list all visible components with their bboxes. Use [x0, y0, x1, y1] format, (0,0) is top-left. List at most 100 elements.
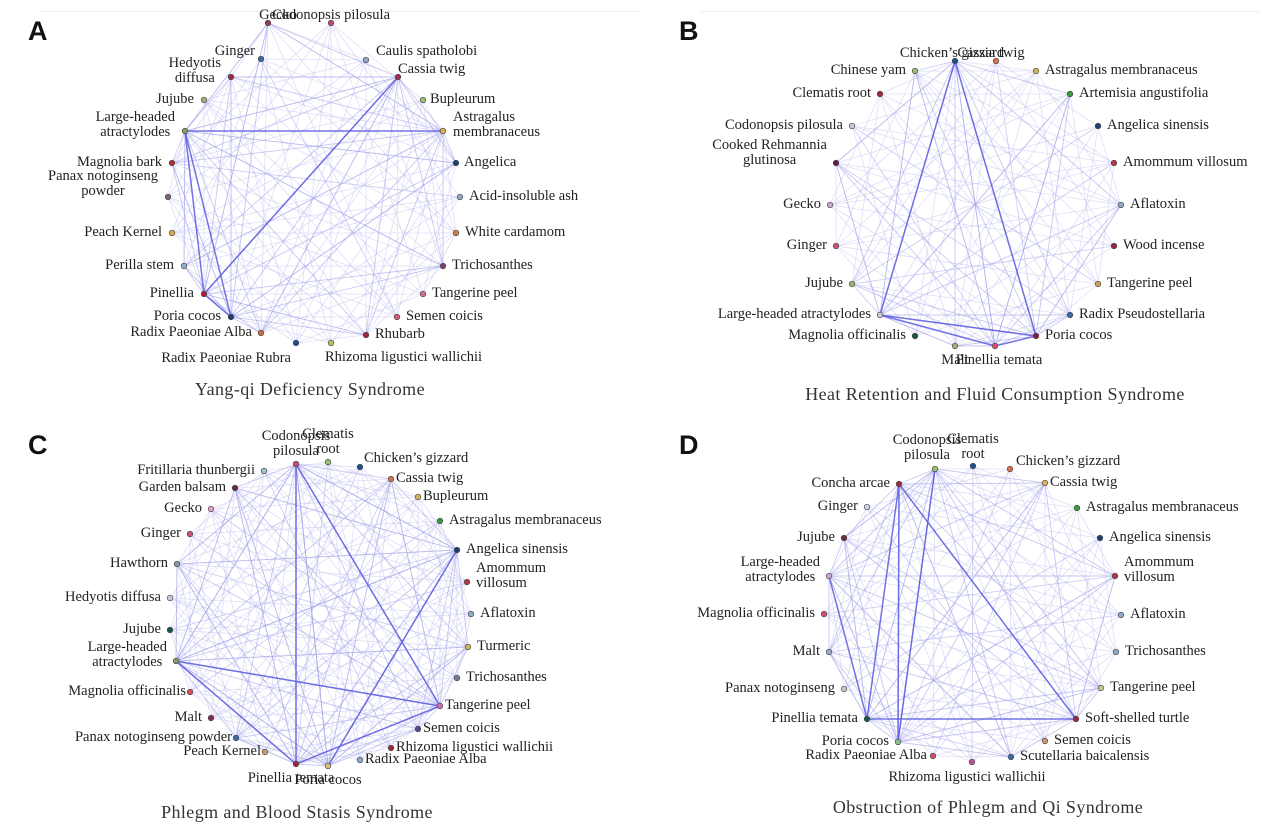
edge [260, 196, 461, 334]
edge [167, 196, 205, 295]
strong-edge [175, 660, 441, 707]
edge [439, 549, 458, 707]
node-label-astragalus-membranaceus: Astragalus membranaceus [453, 109, 540, 140]
edge [189, 691, 266, 753]
edge [866, 651, 1117, 720]
node-astragalus-membranaceus [436, 517, 444, 525]
edge [263, 470, 468, 583]
node-label-amommum-villosum: Amommum villosum [1124, 554, 1195, 585]
node-perilla-stem [180, 262, 188, 270]
edge [914, 70, 1037, 337]
edge [189, 533, 441, 707]
edge [914, 60, 956, 72]
edge [390, 478, 472, 615]
edge [175, 463, 297, 662]
edge [932, 482, 1046, 757]
edge [169, 629, 469, 648]
node-label-jujube: Jujube [156, 91, 194, 107]
edge [456, 613, 472, 679]
node-label-codonopsis-pilosula: Codonopsis pilosula [261, 428, 331, 459]
node-label-angelica: Angelica [464, 154, 517, 170]
node-codonopsis-pilosula [292, 460, 300, 468]
edge [828, 651, 899, 743]
node-chickens-gizzard [951, 57, 959, 65]
edge [167, 130, 444, 198]
node-semen-coicis [1041, 737, 1049, 745]
edge [327, 461, 419, 498]
node-codonopsis-pilosula [327, 19, 335, 27]
edge [235, 463, 297, 739]
edge [210, 508, 266, 753]
edge [175, 461, 329, 662]
node-angelica [452, 159, 460, 167]
edge [417, 581, 468, 730]
node-hedyotis-diffusa [166, 594, 174, 602]
node-astragalus-membranaceus [1032, 67, 1040, 75]
edge [230, 22, 269, 318]
edge [175, 549, 458, 662]
edge [169, 597, 329, 767]
edge [866, 575, 1116, 720]
edge [189, 533, 441, 707]
edge [295, 463, 361, 468]
strong-edge [898, 483, 1077, 720]
node-aflatoxin [467, 610, 475, 618]
edge [866, 506, 1117, 653]
edge [828, 575, 899, 743]
edge [417, 549, 458, 730]
edge [184, 22, 269, 132]
edge [1044, 482, 1117, 653]
node-rhizoma-ligustici-wallichii [968, 758, 976, 766]
node-pinellia-temata [292, 760, 300, 768]
edge [828, 651, 934, 757]
edge [898, 483, 973, 763]
edge [295, 463, 441, 522]
edge [230, 76, 297, 344]
edge [171, 162, 232, 318]
edge [264, 520, 441, 753]
edge [167, 130, 186, 198]
edge [184, 76, 232, 132]
edge [359, 466, 419, 730]
node-radix-paeoniae-alba [257, 329, 265, 337]
edge [184, 130, 332, 344]
edge [295, 763, 329, 767]
edge [295, 646, 469, 765]
edge [365, 265, 444, 336]
node-label-cassia-twig: Cassia twig [398, 61, 466, 77]
edge [169, 629, 392, 749]
edge [897, 468, 1011, 743]
edge [169, 520, 441, 599]
node-label-wood-incense: Wood incense [1123, 237, 1205, 253]
node-peach-kernel [168, 229, 176, 237]
node-label-fritillaria-thunbergii: Fritillaria thunbergii [137, 462, 255, 478]
edge [1035, 70, 1071, 316]
edge [171, 76, 232, 164]
edge [264, 478, 392, 753]
edge [189, 470, 265, 693]
edge [422, 232, 457, 295]
edge [1035, 314, 1071, 337]
node-peach-kernel [261, 748, 269, 756]
node-label-perilla-stem: Perilla stem [105, 257, 174, 273]
edge [264, 478, 392, 753]
node-radix-paeoniae-alba [356, 756, 364, 764]
node-panax-notoginseng-powder [232, 734, 240, 742]
edge [260, 76, 399, 334]
node-label-white-cardamom: White cardamom [465, 224, 566, 240]
edge [183, 130, 444, 267]
edge [828, 651, 1077, 720]
node-large-headed-atractylodes [825, 572, 833, 580]
edge [230, 22, 269, 78]
edge [843, 468, 1011, 690]
node-radix-paeoniae-alba [929, 752, 937, 760]
node-large-headed-atractylodes [181, 127, 189, 135]
node-clematis-root [876, 90, 884, 98]
node-label-codonopsis-pilosula: Codonopsis pilosula [724, 117, 843, 133]
node-magnolia-bark [168, 159, 176, 167]
node-label-amommum-villosum: Amommum villosum [476, 560, 547, 591]
node-malt [951, 342, 959, 350]
edge [267, 22, 367, 61]
edge [230, 316, 332, 344]
edge [934, 468, 1077, 720]
